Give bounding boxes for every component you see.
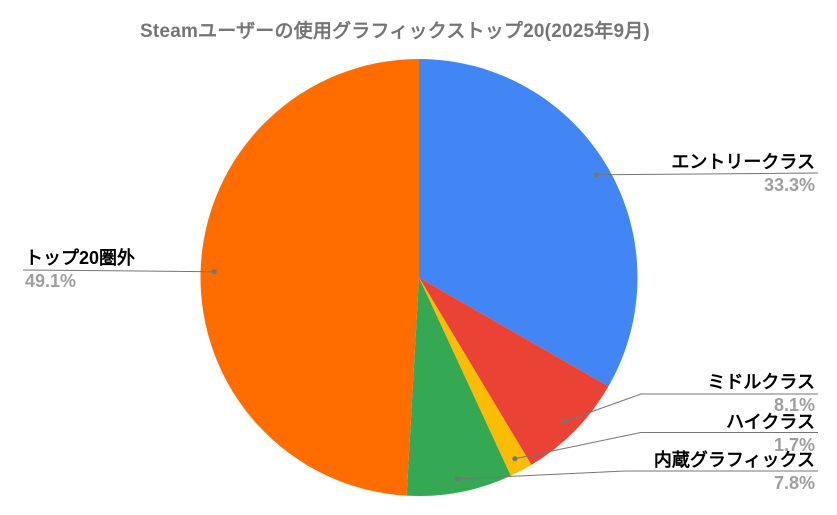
- slice-label: ハイクラス: [726, 412, 815, 432]
- callout-outside-top20: トップ20圏外 49.1%: [25, 248, 135, 291]
- slice-percent: 33.3%: [763, 175, 815, 195]
- leader-line-middle-class: [565, 393, 818, 422]
- chart-title: Steamユーザーの使用グラフィックストップ20(2025年9月): [140, 21, 650, 42]
- leader-line-high-class: [514, 432, 818, 460]
- callout-middle-class: ミドルクラス 8.1%: [707, 372, 815, 415]
- slice-percent: 8.1%: [773, 395, 815, 415]
- pie-slice-integrated-graphics: [406, 277, 511, 496]
- slice-label: 内蔵グラフィックス: [653, 450, 815, 470]
- leader-dot-outside-top20: [211, 269, 217, 275]
- slice-percent: 49.1%: [25, 271, 77, 291]
- leader-dot-entry-class: [593, 172, 600, 178]
- pie-slice-entry-class: [419, 59, 638, 387]
- slice-label: ミドルクラス: [707, 372, 815, 392]
- callout-integrated-graphics: 内蔵グラフィックス 7.8%: [654, 450, 815, 493]
- leader-dot-middle-class: [562, 418, 568, 424]
- pie-slice-middle-class: [419, 277, 609, 465]
- pie-slice-outside-top20: [200, 59, 419, 496]
- slice-percent: 7.8%: [773, 473, 815, 493]
- pie-slice-high-class: [419, 277, 532, 476]
- slice-label: トップ20圏外: [25, 248, 136, 268]
- slice-percent: 1.7%: [773, 435, 815, 455]
- leader-line-outside-top20: [22, 269, 215, 273]
- callout-entry-class: エントリークラス 33.3%: [671, 152, 815, 195]
- slice-label: エントリークラス: [671, 152, 815, 172]
- leader-dot-high-class: [512, 456, 518, 462]
- leader-line-entry-class: [596, 172, 819, 176]
- leader-line-integrated-graphics: [457, 470, 818, 480]
- leader-dot-integrated-graphics: [454, 476, 460, 482]
- callout-high-class: ハイクラス 1.7%: [726, 412, 815, 455]
